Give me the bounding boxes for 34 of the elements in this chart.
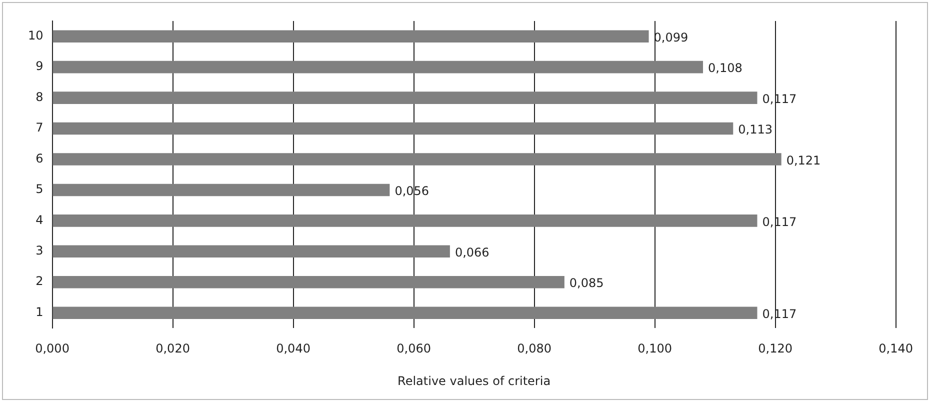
x-tick-label: 0,000 bbox=[35, 342, 70, 356]
data-label: 0,085 bbox=[569, 276, 604, 290]
bar bbox=[52, 60, 704, 74]
y-tick-label: 7 bbox=[36, 120, 44, 135]
y-tick-label: 4 bbox=[36, 212, 44, 227]
x-axis-title: Relative values of criteria bbox=[398, 374, 551, 388]
x-tick-label: 0,100 bbox=[638, 342, 672, 356]
data-label: 0,121 bbox=[786, 153, 821, 168]
bar bbox=[52, 153, 782, 166]
y-tick-label: 5 bbox=[36, 182, 44, 196]
bar bbox=[52, 306, 758, 319]
bar bbox=[52, 184, 390, 196]
x-tick-label: 0,140 bbox=[878, 342, 914, 356]
x-tick-label: 0,040 bbox=[276, 342, 310, 356]
y-tick-label: 9 bbox=[36, 59, 44, 74]
data-label: 0,066 bbox=[454, 246, 490, 260]
bar bbox=[52, 276, 564, 288]
y-tick-label: 10 bbox=[28, 28, 44, 42]
x-tick-label: 0,020 bbox=[156, 342, 190, 356]
y-tick-label: 1 bbox=[36, 304, 44, 319]
x-tick-label: 0,120 bbox=[758, 342, 792, 356]
data-label: 0,113 bbox=[738, 122, 772, 137]
x-tick-label: 0,060 bbox=[396, 342, 431, 356]
bar bbox=[52, 214, 758, 227]
y-tick-label: 8 bbox=[36, 90, 44, 104]
y-tick-label: 6 bbox=[36, 151, 44, 166]
bar bbox=[52, 245, 450, 258]
bar bbox=[52, 122, 734, 135]
y-tick-label: 2 bbox=[36, 274, 44, 288]
x-tick-label: 0,080 bbox=[517, 342, 552, 356]
y-tick-label: 3 bbox=[36, 244, 44, 258]
bar bbox=[52, 92, 758, 104]
data-label: 0,108 bbox=[708, 61, 742, 76]
bar bbox=[52, 30, 649, 43]
